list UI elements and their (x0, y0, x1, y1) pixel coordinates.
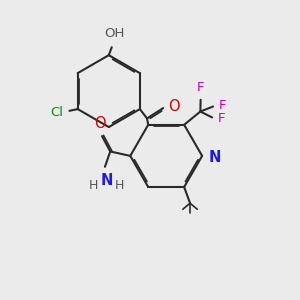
Text: N: N (100, 173, 112, 188)
Text: F: F (218, 112, 225, 125)
Text: H: H (114, 179, 124, 192)
Text: N: N (208, 150, 221, 165)
Text: F: F (197, 82, 205, 94)
Text: OH: OH (104, 28, 124, 40)
Text: H: H (89, 179, 98, 192)
Text: O: O (94, 116, 106, 131)
Text: F: F (218, 99, 226, 112)
Text: Cl: Cl (50, 106, 64, 118)
Text: O: O (169, 99, 180, 114)
